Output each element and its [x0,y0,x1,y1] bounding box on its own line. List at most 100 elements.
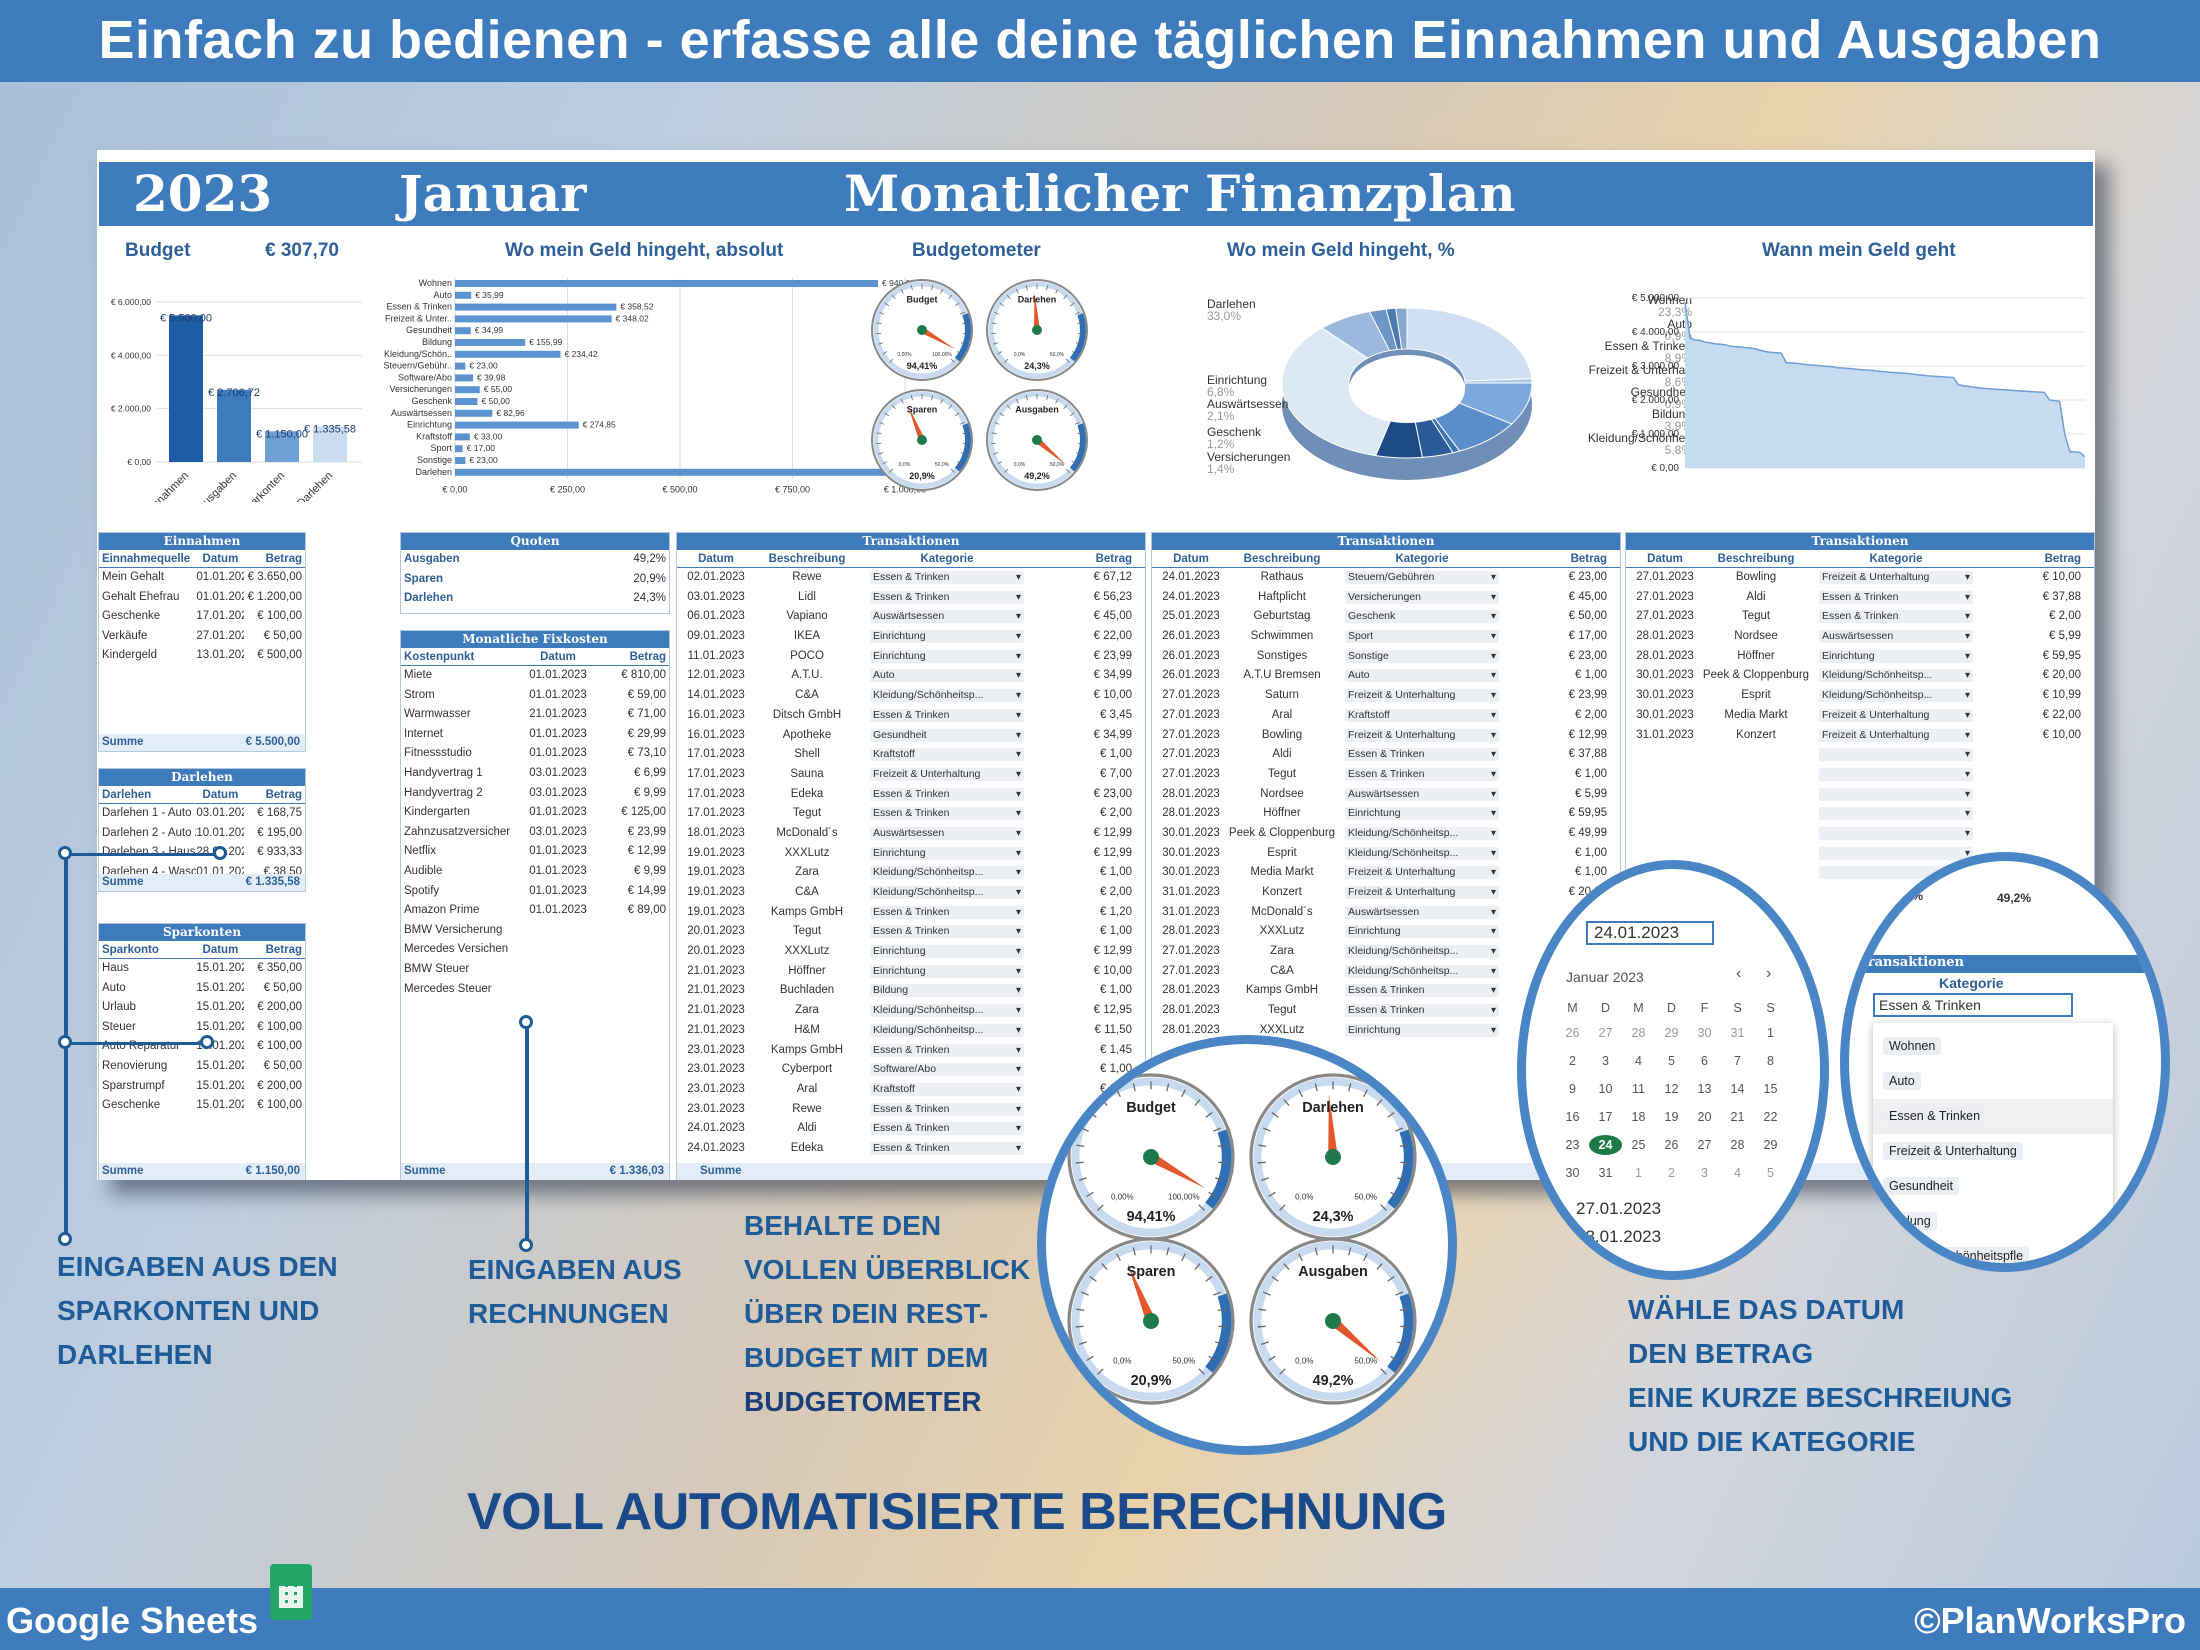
table-cell[interactable]: € 17,00 [1568,630,1607,643]
table-cell[interactable]: Darlehen 1 - Auto [102,807,192,819]
table-cell[interactable] [1629,824,1701,844]
calendar-day[interactable]: 12 [1664,1082,1679,1096]
table-row[interactable]: Gehalt Ehefrau 01.01.2023€ 1.200,00 [99,588,305,608]
category-dropdown[interactable]: Auswärtsessen [1345,905,1499,919]
category-dropdown[interactable]: Kleidung/Schönheitsp... [870,1004,1024,1018]
transaction-row[interactable]: 14.01.2023 C&A Kleidung/Schönheitsp... € 10… [677,686,1145,706]
table-row[interactable]: Spotify 01.01.2023 € 14,99 [401,882,669,902]
category-dropdown[interactable]: Kleidung/Schönheitsp... [1819,689,1973,703]
table-cell[interactable]: Kamps GmbH [770,905,844,918]
dropdown-option[interactable]: Freizeit & Unterhaltung [1873,1134,2113,1169]
table-cell[interactable]: Esprit [1267,846,1297,859]
table-cell[interactable] [1629,745,1701,765]
table-cell[interactable]: Höffner [1263,807,1301,820]
table-row[interactable]: Zahnzusatzversicher 03.01.2023 € 23,99 [401,823,669,843]
table-row[interactable]: Mercedes Steuer [401,980,669,1000]
table-cell[interactable] [1981,745,2081,765]
table-row[interactable]: Warmwasser 21.01.2023 € 71,00 [401,705,669,725]
transaction-row[interactable]: 24.01.2023 Rathaus Steuern/Gebühren € 23,00 [1152,568,1620,588]
category-cell[interactable]: Software/Abo [862,1060,1032,1080]
category-cell[interactable]: Kleidung/Schönheitsp... [1337,844,1507,864]
table-cell[interactable]: € 2,00 [1575,708,1607,721]
category-cell[interactable]: Essen & Trinken [1337,981,1507,1001]
category-dropdown[interactable]: Einrichtung [870,649,1024,663]
table-cell[interactable] [1701,824,1811,844]
table-cell[interactable]: € 50,00 [263,1059,302,1072]
category-dropdown[interactable]: Essen & Trinken [1345,767,1499,781]
category-cell[interactable]: Steuern/Gebühren [1337,568,1507,588]
category-cell[interactable]: Auswärtsessen [1337,785,1507,805]
table-cell[interactable]: 15.01.2023 [196,1079,245,1092]
table-cell[interactable]: McDonald´s [776,826,838,839]
table-cell[interactable]: € 1,00 [1100,866,1132,879]
table-cell[interactable]: 01.01.2023 [529,688,587,701]
category-dropdown[interactable]: Essen & Trinken [1345,984,1499,998]
table-cell[interactable]: Handyvertrag 1 [404,766,483,779]
category-dropdown[interactable]: Freizeit & Unterhaltung [1819,571,1973,584]
category-cell[interactable]: Essen & Trinken [1337,765,1507,785]
table-cell[interactable]: € 59,95 [1568,807,1607,820]
table-row[interactable]: Geschenke 15.01.2023 € 100,00 [99,1096,305,1116]
calendar-day[interactable]: 4 [1734,1166,1741,1180]
table-cell[interactable] [1981,824,2081,844]
table-cell[interactable]: 15.01.2023 [196,1001,245,1014]
transaction-row[interactable] [1626,804,2094,824]
category-cell[interactable]: Kleidung/Schönheitsp... [1811,666,1981,686]
table-cell[interactable]: € 195,00 [257,826,302,839]
table-cell[interactable]: BMW Steuer [404,962,470,975]
calendar-day[interactable]: 28 [1631,1026,1646,1040]
category-dropdown[interactable]: Kleidung/Schönheitsp... [1345,826,1499,840]
table-cell[interactable]: 30.01.2023 [1162,826,1220,839]
category-cell[interactable]: Kraftstoff [1337,706,1507,726]
table-cell[interactable]: € 50,00 [263,629,302,642]
table-cell[interactable]: 15.01.2023 [196,1099,245,1112]
table-row[interactable]: Sparstrumpf 15.01.2023 € 200,00 [99,1077,305,1097]
table-cell[interactable]: H&M [794,1023,820,1036]
category-dropdown[interactable]: Essen & Trinken [870,905,1024,919]
table-cell[interactable]: 17.01.2023 [687,807,745,820]
transaction-row[interactable]: 18.01.2023 McDonald´s Auswärtsessen € 12,99 [677,824,1145,844]
table-cell[interactable]: € 1,20 [1100,905,1132,918]
calendar-day[interactable]: 25 [1631,1138,1646,1152]
table-cell[interactable]: Apotheke [782,728,832,741]
table-cell[interactable]: 19.01.2023 [687,886,745,898]
table-cell[interactable]: Esprit [1741,689,1771,702]
category-dropdown[interactable]: Essen & Trinken [1819,590,1973,604]
category-cell[interactable]: Freizeit & Unterhaltung [1811,726,1981,746]
table-cell[interactable]: Aldi [1272,748,1292,761]
category-cell[interactable]: Auswärtsessen [862,607,1032,627]
calendar-day[interactable]: 5 [1767,1166,1774,1180]
category-cell[interactable]: Freizeit & Unterhaltung [1337,863,1507,883]
table-cell[interactable]: IKEA [793,630,821,643]
table-cell[interactable]: 30.01.2023 [1162,866,1220,879]
category-dropdown[interactable] [1819,826,1973,840]
table-cell[interactable]: 31.01.2023 [1162,886,1220,898]
transaction-row[interactable]: 30.01.2023 Esprit Kleidung/Schönheitsp... €… [1152,844,1620,864]
table-cell[interactable] [1701,804,1811,824]
table-cell[interactable]: 21.01.2023 [529,708,587,721]
category-cell[interactable]: Freizeit & Unterhaltung [1337,686,1507,706]
table-cell[interactable]: € 50,00 [1568,610,1607,623]
table-cell[interactable]: 01.01.2023 [529,727,587,740]
table-cell[interactable]: € 1.200,00 [247,590,302,603]
table-cell[interactable]: 28.01.2023 [1162,984,1220,997]
category-dropdown[interactable]: Auswärtsessen [870,610,1024,624]
table-row[interactable]: Mercedes Versichen [401,940,669,960]
calendar-day[interactable]: 28 [1730,1138,1745,1152]
table-row[interactable]: Steuer 15.01.2023 € 100,00 [99,1018,305,1038]
table-cell[interactable]: Aldi [1746,590,1766,603]
table-cell[interactable]: Lidl [798,590,816,603]
category-dropdown[interactable]: Kraftstoff [1345,708,1499,722]
table-cell[interactable]: 15.01.2023 [196,962,245,974]
table-cell[interactable]: Media Markt [1250,866,1314,879]
table-cell[interactable]: 26.01.2023 [1162,649,1220,662]
transaction-row[interactable]: 30.01.2023 Media Markt Freizeit & Unterhal… [1152,863,1620,883]
category-dropdown[interactable]: Gesundheit [870,728,1024,742]
category-cell[interactable]: Essen & Trinken [862,903,1032,923]
table-cell[interactable]: Vapiano [786,610,828,623]
category-dropdown[interactable]: Steuern/Gebühren [1345,571,1499,584]
table-cell[interactable]: € 5,99 [2049,630,2081,643]
calendar-day[interactable]: 2 [1668,1166,1675,1180]
table-cell[interactable]: Höffner [788,964,826,977]
table-cell[interactable]: Steuer [102,1020,136,1033]
